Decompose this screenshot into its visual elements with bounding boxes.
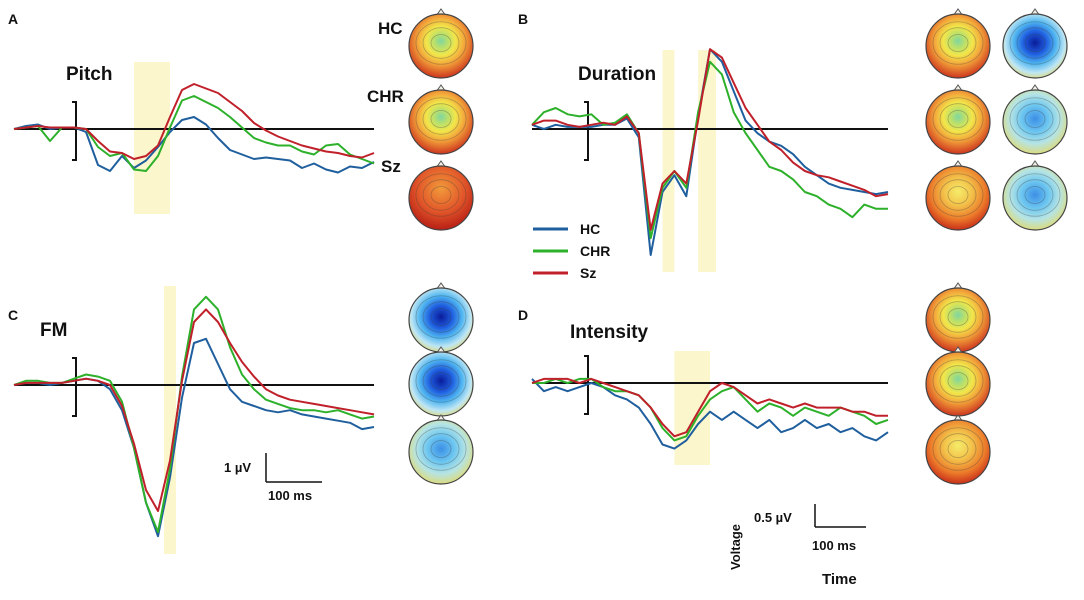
series-line-chr [531, 60, 888, 240]
legend: HC CHR Sz [533, 221, 610, 281]
highlight-window [164, 286, 176, 554]
panel-c-title: FM [40, 320, 67, 341]
scale-time-label-2: 100 ms [812, 538, 856, 553]
legend-label-sz: Sz [580, 265, 596, 281]
series-line-chr [13, 95, 375, 172]
panel-d-title: Intensity [570, 322, 649, 343]
series-line-hc [531, 378, 889, 450]
y-axis-label-voltage: Voltage [728, 524, 743, 570]
x-axis-label-time: Time [822, 571, 857, 588]
series-line-sz [531, 48, 889, 231]
topomap-d-0-0 [925, 282, 991, 353]
panel-b [531, 48, 889, 272]
legend-label-chr: CHR [580, 243, 610, 259]
legend-label-hc: HC [580, 221, 600, 237]
topomap-d-0-1 [925, 346, 991, 417]
topomap-b-0-0 [925, 8, 991, 79]
panel-d-letter: D [518, 307, 528, 323]
series-line-sz [13, 308, 375, 512]
topomap-c-0-0 [408, 282, 474, 353]
scale-time-label: 100 ms [268, 488, 312, 503]
highlight-window [698, 50, 716, 272]
stimulus-onset-marker [72, 101, 77, 161]
topomap-b-1-1 [1002, 84, 1068, 155]
scale-amplitude-label-2: 0.5 µV [754, 510, 792, 525]
topomap-b-0-2 [925, 160, 991, 231]
panel-b-letter: B [518, 11, 528, 27]
stimulus-onset-marker [584, 101, 589, 161]
panel-a-letter: A [8, 11, 18, 27]
panel-c-letter: C [8, 307, 18, 323]
scale-bar-05uv: 0.5 µV 100 ms Voltage Time [728, 504, 866, 588]
panel-a-title: Pitch [66, 64, 112, 85]
topomap-a-0-1 [408, 84, 474, 155]
panel-b-title: Duration [578, 64, 656, 85]
panel-a [13, 62, 375, 214]
scale-bar-1uv: 1 µV 100 ms [224, 453, 322, 503]
series-line-hc [13, 337, 375, 538]
group-label-hc: HC [378, 19, 403, 38]
series-line-sz [531, 377, 888, 438]
topomap-c-0-1 [408, 346, 474, 417]
series-line-sz [13, 83, 375, 160]
stimulus-onset-marker [72, 357, 77, 417]
topomap-a-0-2 [408, 160, 474, 231]
series-line-chr [13, 295, 375, 533]
topomap-b-1-0 [1002, 8, 1068, 79]
topomap-b-0-1 [925, 84, 991, 155]
panel-c [13, 286, 375, 554]
group-label-chr: CHR [367, 87, 404, 106]
topomap-c-0-2 [408, 414, 474, 485]
scale-amplitude-label: 1 µV [224, 460, 251, 475]
topomap-b-1-2 [1002, 160, 1068, 231]
highlight-window [662, 50, 675, 272]
topomap-d-0-2 [925, 414, 991, 485]
group-label-sz: Sz [381, 157, 401, 176]
topomap-a-0-0 [408, 8, 474, 79]
series-line-hc [13, 116, 375, 174]
panel-d [531, 351, 889, 465]
